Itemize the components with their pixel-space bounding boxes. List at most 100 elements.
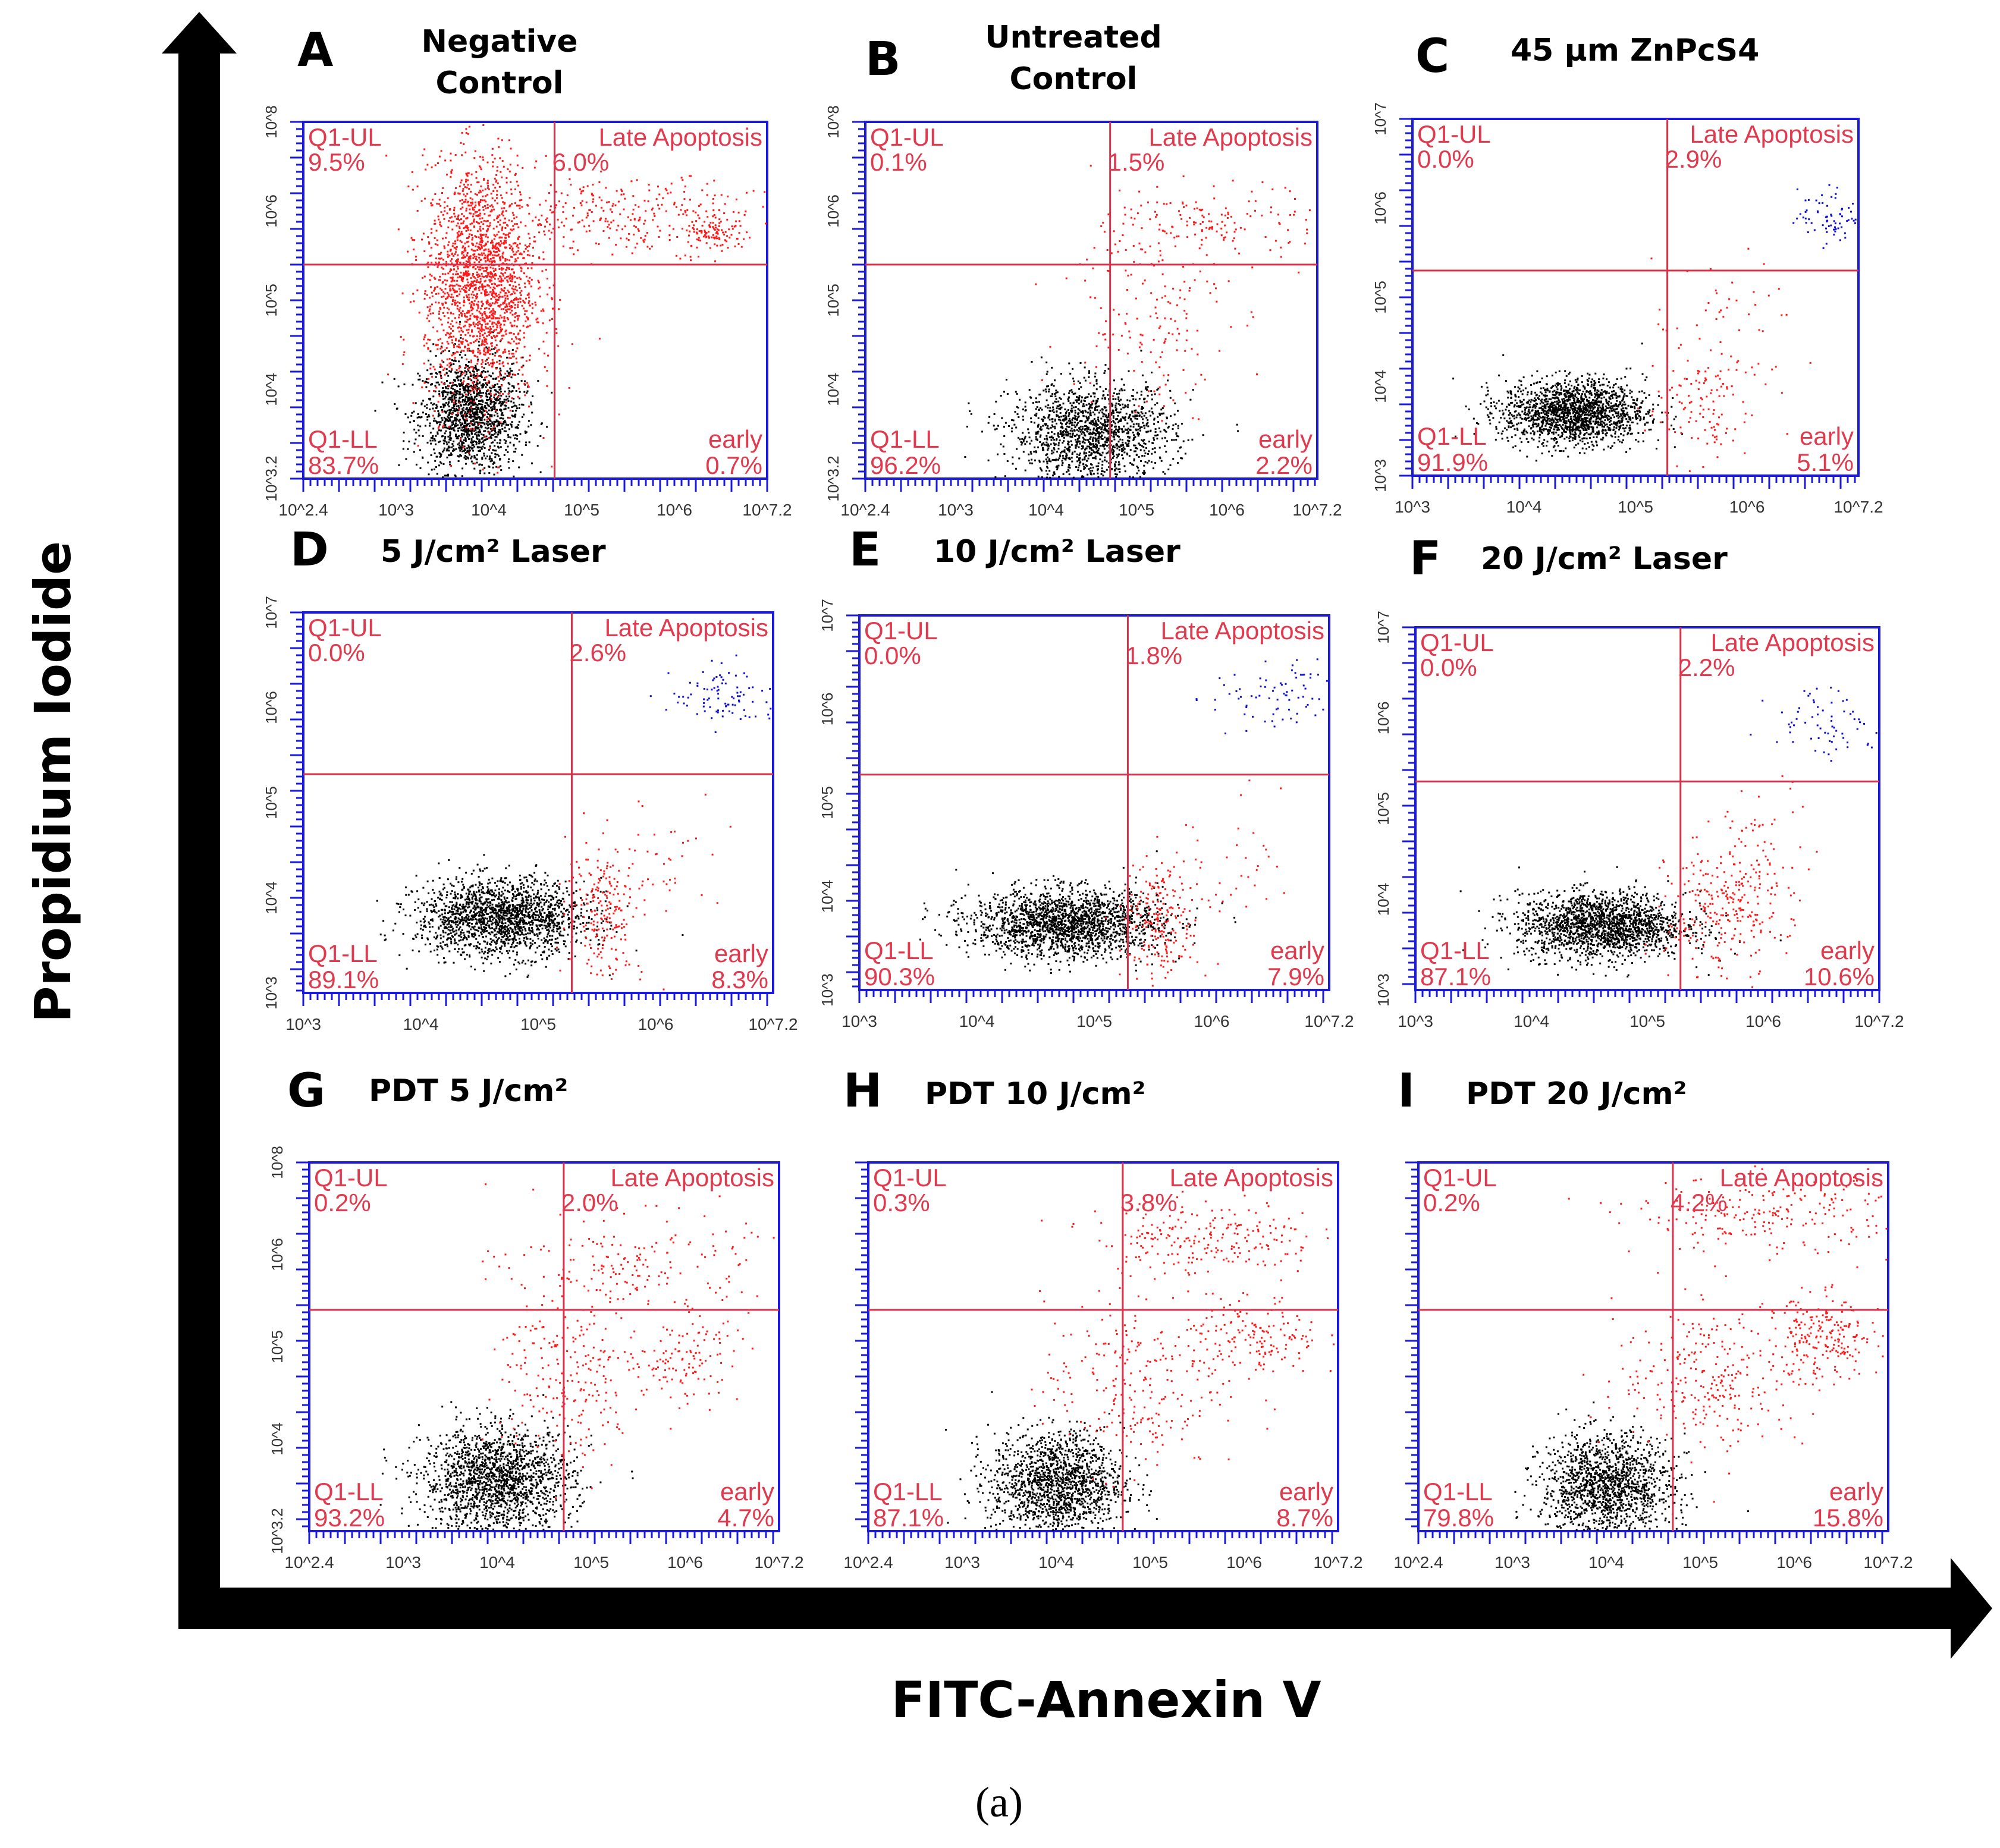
data-point [994, 428, 996, 430]
data-point [441, 419, 444, 422]
data-point [627, 239, 630, 241]
data-point [704, 221, 706, 223]
data-point [498, 394, 500, 397]
data-point [524, 380, 526, 382]
data-point [493, 238, 495, 240]
data-point [437, 244, 439, 246]
data-point [476, 411, 479, 413]
data-point [1120, 398, 1122, 401]
data-point [1102, 423, 1104, 425]
data-point [1163, 412, 1165, 414]
data-point [522, 373, 524, 376]
data-point [581, 200, 583, 202]
data-point [482, 228, 485, 230]
data-point [478, 181, 480, 184]
data-point [497, 137, 500, 140]
data-point [475, 340, 477, 342]
data-point [448, 454, 451, 457]
data-point [1049, 476, 1051, 479]
data-point [1144, 412, 1147, 414]
data-point [438, 393, 441, 395]
data-point [1051, 383, 1053, 385]
data-point [1099, 458, 1101, 461]
data-point [463, 313, 466, 315]
data-point [454, 215, 456, 218]
data-point [493, 450, 495, 452]
data-point [441, 417, 443, 419]
data-point [517, 205, 519, 207]
data-point [632, 195, 635, 197]
data-point [489, 455, 491, 457]
data-point [1118, 411, 1120, 414]
data-point [721, 250, 723, 252]
data-point [1088, 422, 1091, 425]
data-point [1048, 470, 1051, 472]
data-point [449, 437, 451, 439]
data-point [1101, 397, 1104, 400]
data-point [454, 251, 457, 253]
data-point [565, 218, 567, 220]
data-point [466, 436, 469, 438]
data-point [507, 372, 510, 374]
data-point [1096, 438, 1098, 440]
data-point [401, 363, 404, 365]
data-point [476, 315, 478, 318]
data-point [472, 215, 474, 218]
data-point [1069, 432, 1072, 435]
data-point [1022, 408, 1024, 411]
data-point [471, 402, 473, 404]
data-point [498, 403, 500, 404]
data-point [524, 310, 526, 312]
data-point [1138, 433, 1140, 435]
data-point [1120, 388, 1123, 390]
data-point [473, 288, 476, 290]
data-point [1098, 442, 1100, 444]
data-point [1131, 410, 1134, 413]
data-point [461, 371, 463, 373]
data-point [1148, 441, 1150, 443]
data-point [450, 370, 452, 373]
data-point [466, 218, 468, 219]
data-point [448, 438, 451, 441]
data-point [1135, 428, 1137, 430]
data-point [1046, 460, 1048, 463]
data-point [463, 409, 465, 411]
data-point [491, 323, 494, 325]
data-point [514, 258, 517, 260]
data-point [472, 220, 475, 222]
data-point [483, 320, 486, 323]
data-point [460, 382, 463, 385]
data-point [1067, 409, 1069, 411]
data-point [529, 243, 531, 245]
data-point [1116, 418, 1119, 420]
data-point [478, 450, 480, 452]
data-point [421, 238, 423, 241]
data-point [462, 262, 464, 264]
data-point [730, 234, 733, 236]
data-point [481, 385, 483, 387]
data-point [459, 370, 461, 373]
data-point [450, 425, 452, 428]
data-point [492, 190, 495, 192]
data-point [502, 303, 504, 305]
data-point [508, 205, 511, 208]
data-point [509, 277, 511, 279]
data-point [460, 276, 462, 278]
data-point [549, 224, 551, 225]
data-point [1087, 430, 1089, 433]
data-point [544, 366, 546, 368]
data-point [482, 401, 484, 403]
data-point [1145, 447, 1147, 449]
data-point [1068, 413, 1070, 416]
data-point [453, 392, 454, 394]
data-point [734, 245, 736, 247]
data-point [1107, 413, 1110, 415]
data-point [506, 310, 508, 313]
data-point [1106, 452, 1108, 455]
data-point [473, 445, 476, 448]
data-point [463, 457, 466, 459]
data-point [455, 403, 457, 405]
data-point [1166, 416, 1168, 419]
data-point [479, 441, 481, 443]
data-point [1051, 418, 1054, 420]
